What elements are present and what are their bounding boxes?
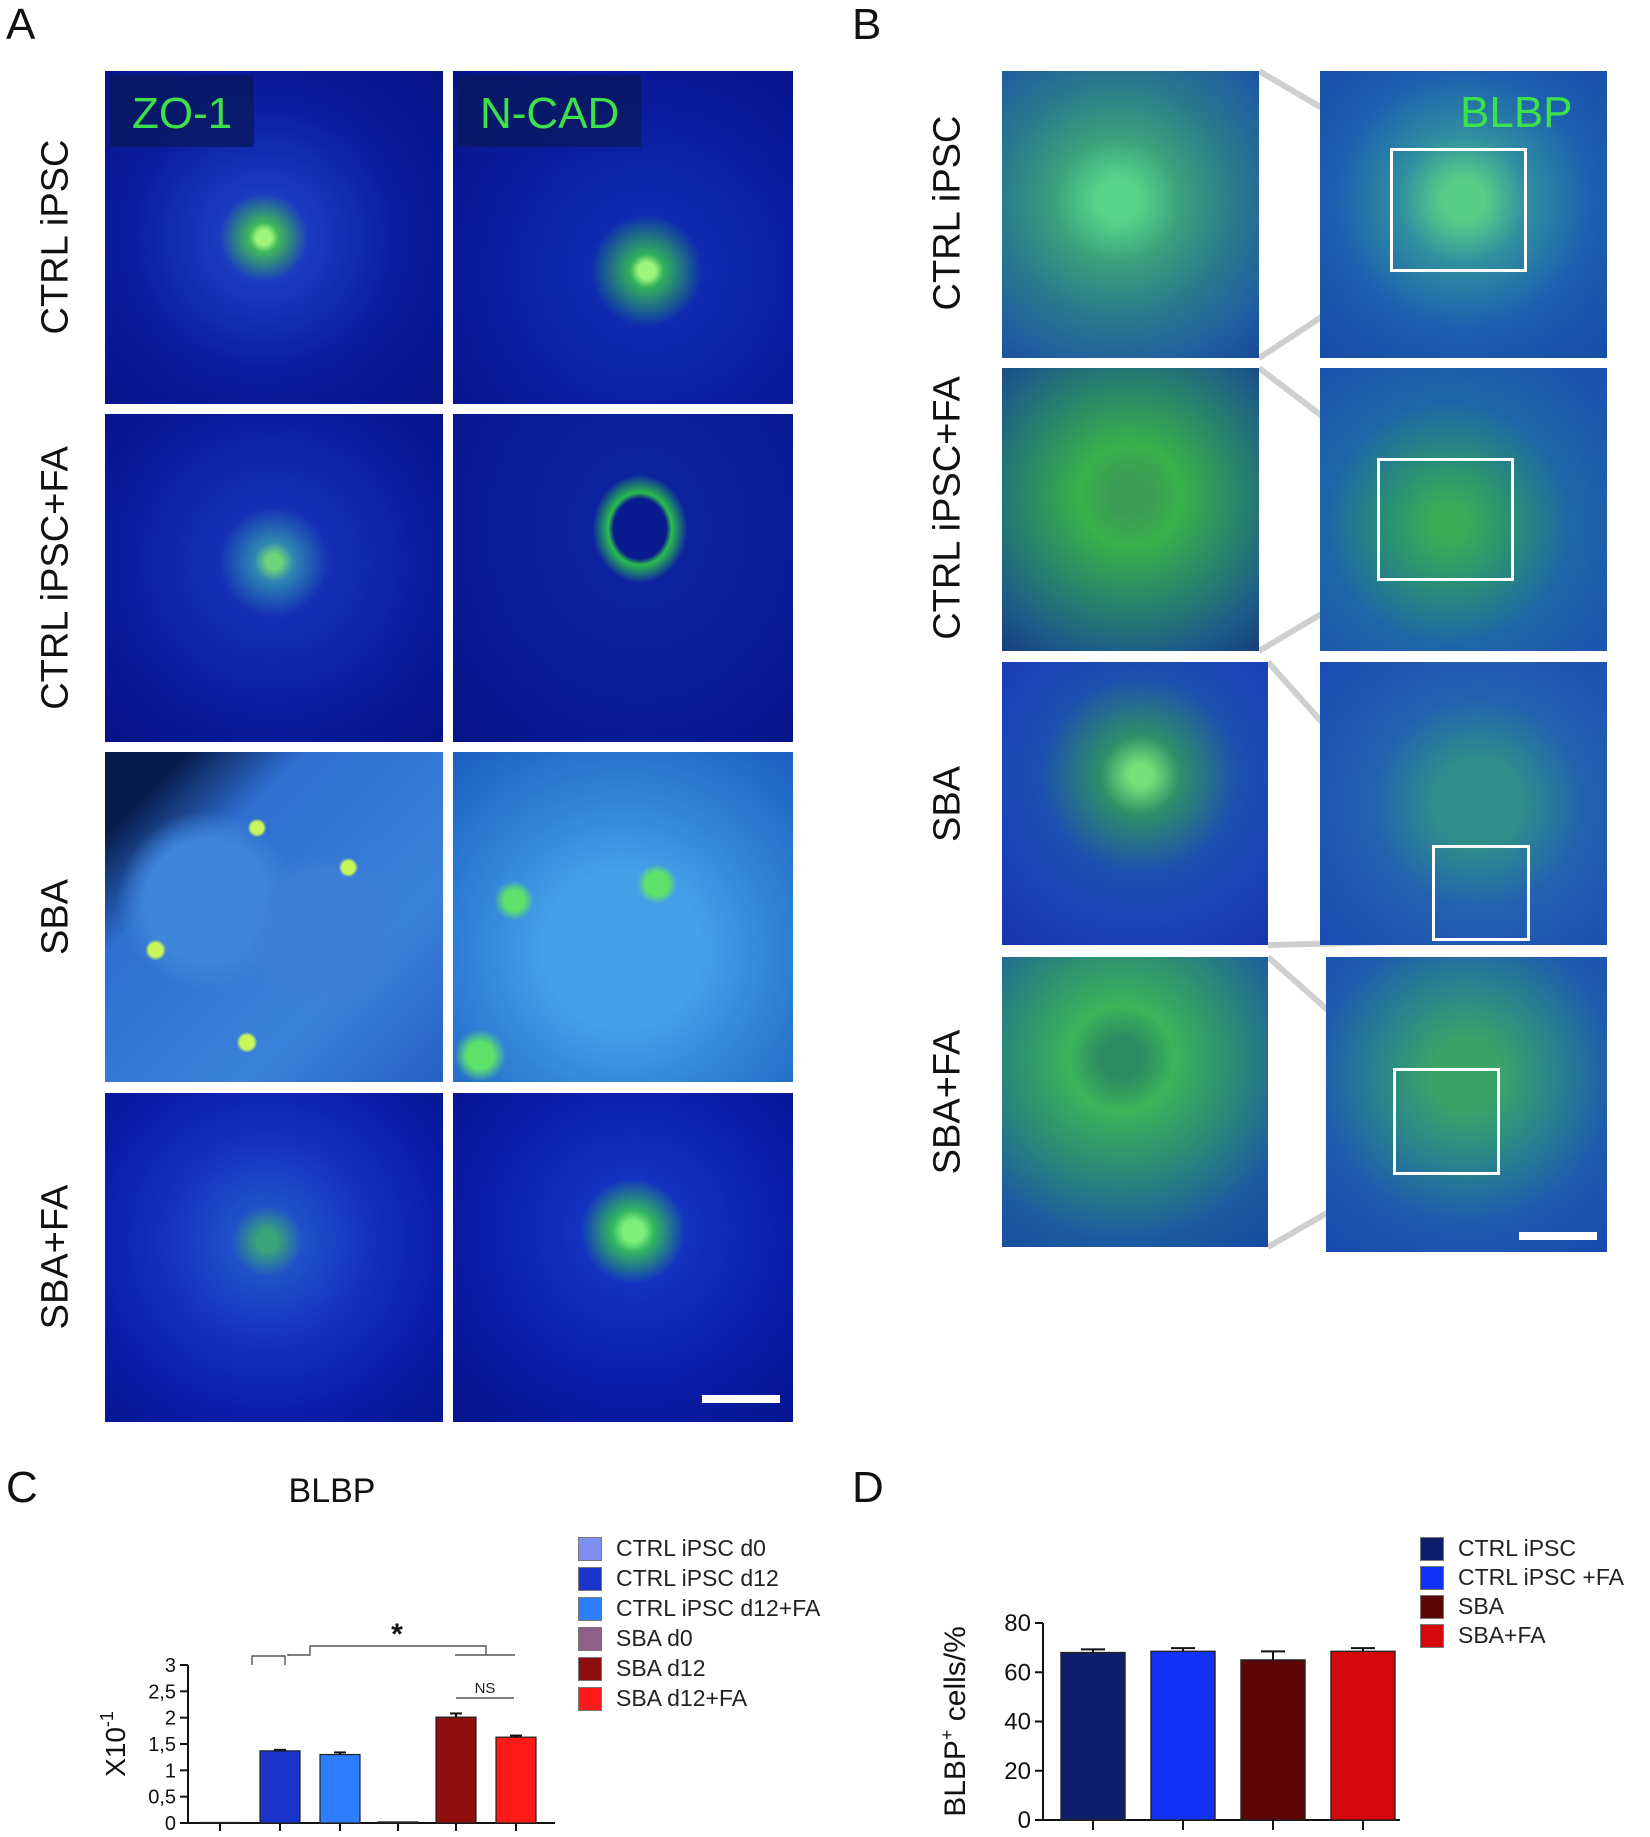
row-label-b-sba-fa: SBA+FA [926, 1029, 969, 1175]
legend-swatch [1420, 1565, 1444, 1590]
chart-c-bar [319, 1753, 361, 1824]
micrograph-a-zo1-sba [105, 752, 443, 1082]
panel-letter-d: D [852, 1463, 884, 1512]
chart-c-bar [377, 1821, 419, 1824]
chart-d-legend-item: CTRL iPSC +FA [1420, 1564, 1624, 1591]
legend-label: SBA [1458, 1593, 1505, 1619]
legend-swatch [578, 1656, 602, 1681]
chart-c-ytick-label: 1 [165, 1760, 176, 1782]
chart-c-bar [435, 1716, 477, 1824]
chart-c-ylabel: X10-1 [97, 1711, 131, 1777]
micrograph-a-ncad-sba-fa [453, 1093, 793, 1422]
chart-d-bar [1330, 1650, 1396, 1821]
roi-box-ctrl [1390, 148, 1527, 272]
legend-label: CTRL iPSC +FA [1458, 1564, 1624, 1590]
chart-c-ytick-label: 2,5 [148, 1681, 176, 1703]
legend-label: SBA d12+FA [616, 1685, 748, 1711]
legend-label: SBA d0 [616, 1625, 693, 1651]
chart-d-ytick-label: 80 [1004, 1610, 1031, 1637]
chart-d-bar [1150, 1650, 1216, 1821]
stain-label-ncad: N-CAD [458, 75, 642, 147]
micrograph-a-ncad-ctrl-fa [453, 414, 793, 742]
panel-letter-a: A [6, 0, 36, 49]
chart-c-bar [495, 1736, 537, 1824]
legend-label: CTRL iPSC d12 [616, 1565, 779, 1591]
roi-box-sba [1432, 845, 1530, 941]
legend-swatch [578, 1626, 602, 1651]
micrograph-b-overview-ctrl-fa [1320, 368, 1607, 651]
chart-d-bar [1060, 1651, 1126, 1821]
chart-d-legend-item: SBA [1420, 1593, 1504, 1620]
chart-c-ytick-label: 2 [165, 1708, 176, 1730]
legend-swatch [578, 1566, 602, 1591]
chart-c-legend-item: SBA d0 [578, 1625, 693, 1652]
micrograph-b-zoom-ctrl [1002, 71, 1259, 358]
legend-swatch [578, 1536, 602, 1561]
micrograph-a-zo1-sba-fa [105, 1093, 443, 1422]
bracket-main [287, 1645, 487, 1656]
chart-d-ytick-label: 0 [1018, 1807, 1031, 1834]
micrograph-a-ncad-sba [453, 752, 793, 1082]
chart-c-legend-item: SBA d12 [578, 1655, 706, 1682]
chart-c-bar [259, 1750, 301, 1824]
chart-d-bar [1240, 1659, 1306, 1821]
stain-label-blbp: BLBP [1460, 88, 1573, 137]
roi-box-sba-fa [1393, 1068, 1500, 1175]
chart-c-legend-item: CTRL iPSC d12 [578, 1565, 779, 1592]
chart-c-ns-label: NS [475, 1680, 496, 1697]
legend-label: CTRL iPSC d12+FA [616, 1595, 821, 1621]
legend-c: CTRL iPSC d0 CTRL iPSC d12 CTRL iPSC d12+F… [578, 1535, 878, 1735]
chart-d: BLBP+ cells/% 0 20 40 60 80 [937, 1610, 1400, 1834]
scale-bar-a [702, 1395, 780, 1403]
legend-label: SBA+FA [1458, 1622, 1546, 1648]
micrograph-b-zoom-sba [1002, 662, 1268, 945]
panel-letter-b: B [852, 0, 882, 49]
legend-swatch [578, 1686, 602, 1711]
chart-d-ytick-label: 20 [1004, 1758, 1031, 1785]
micrograph-b-overview-ctrl [1320, 71, 1607, 358]
stain-label-zo1: ZO-1 [110, 75, 255, 147]
chart-c-title: BLBP [289, 1472, 376, 1510]
legend-swatch [1420, 1623, 1444, 1648]
micrograph-b-zoom-ctrl-fa [1002, 368, 1259, 651]
row-label-b-sba: SBA [926, 765, 969, 843]
micrograph-b-overview-sba-fa [1326, 957, 1607, 1252]
chart-c-ytick-label: 0 [165, 1813, 176, 1835]
chart-d-ytick-label: 60 [1004, 1659, 1031, 1686]
legend-label: SBA d12 [616, 1655, 706, 1681]
scale-bar-b [1519, 1232, 1597, 1240]
legend-label: CTRL iPSC [1458, 1535, 1576, 1561]
row-label-b-ctrl-fa: CTRL iPSC+FA [926, 376, 969, 640]
micrograph-b-zoom-sba-fa [1002, 957, 1268, 1247]
micrograph-b-overview-sba [1320, 662, 1607, 945]
row-label-b-ctrl: CTRL iPSC [926, 115, 969, 311]
bracket-left [251, 1655, 286, 1665]
chart-c-ytick-label: 0,5 [148, 1787, 176, 1809]
chart-c-bar [199, 1821, 241, 1824]
chart-c: BLBP X10-1 0 0,5 1 1,5 2 2,5 3 * NS [97, 1472, 555, 1835]
micrograph-a-zo1-ctrl-fa [105, 414, 443, 742]
legend-swatch [1420, 1594, 1444, 1619]
legend-d: CTRL iPSC CTRL iPSC +FA SBA SBA+FA [1420, 1535, 1650, 1665]
chart-c-ytick-label: 3 [165, 1655, 176, 1677]
chart-d-ylabel: BLBP+ cells/% [937, 1626, 972, 1817]
panel-letter-c: C [6, 1463, 38, 1512]
chart-c-legend-item: CTRL iPSC d12+FA [578, 1595, 820, 1622]
chart-c-legend-item: SBA d12+FA [578, 1685, 747, 1712]
chart-c-sig-bracket [251, 1645, 515, 1665]
chart-d-legend-item: CTRL iPSC [1420, 1535, 1576, 1562]
chart-c-ytick-label: 1,5 [148, 1734, 176, 1756]
legend-swatch [578, 1596, 602, 1621]
chart-d-ytick-label: 40 [1004, 1709, 1031, 1736]
legend-label: CTRL iPSC d0 [616, 1535, 766, 1561]
legend-swatch [1420, 1536, 1444, 1561]
chart-d-legend-item: SBA+FA [1420, 1622, 1546, 1649]
chart-c-legend-item: CTRL iPSC d0 [578, 1535, 766, 1562]
roi-box-ctrl-fa [1377, 458, 1514, 581]
chart-c-sig-star: * [391, 1618, 403, 1651]
